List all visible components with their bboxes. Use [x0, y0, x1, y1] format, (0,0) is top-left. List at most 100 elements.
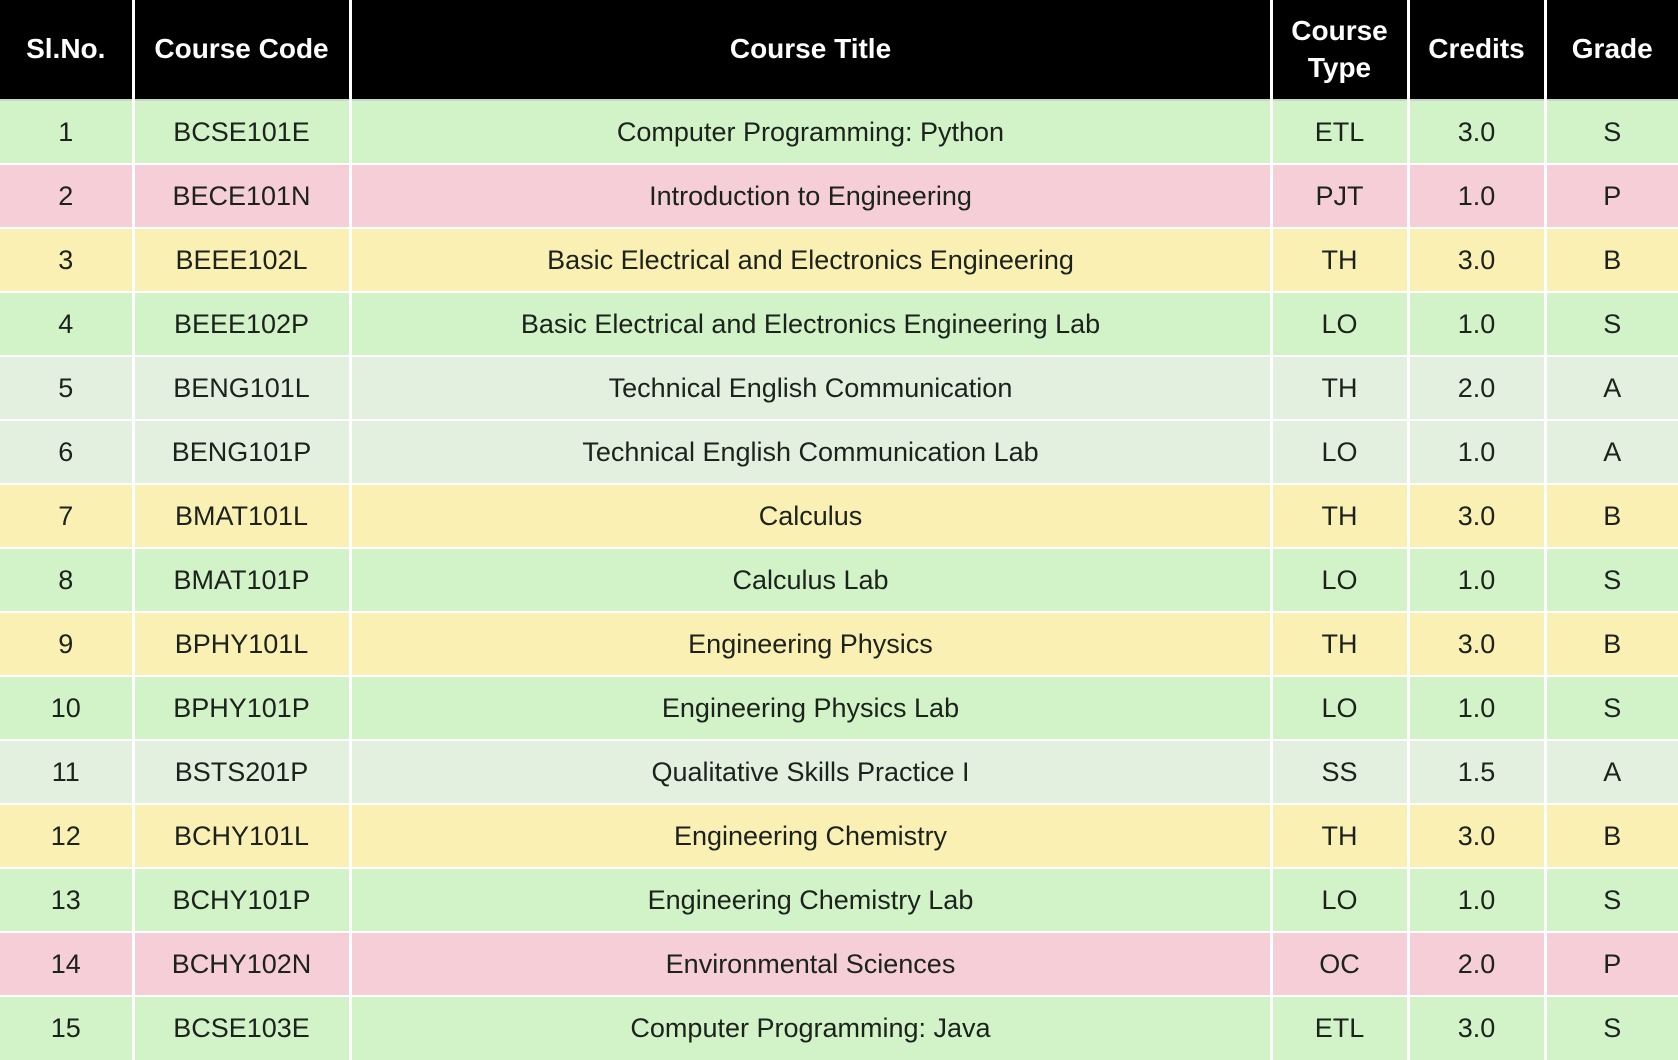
column-header-course-code: Course Code	[133, 0, 352, 101]
column-header-credits: Credits	[1408, 0, 1547, 101]
cell-course-code: BPHY101P	[133, 676, 352, 741]
cell-grade: S	[1545, 548, 1678, 613]
cell-slno: 14	[0, 932, 135, 997]
cell-grade: B	[1545, 612, 1678, 677]
cell-course-title: Engineering Chemistry	[350, 804, 1273, 869]
cell-credits: 3.0	[1408, 228, 1547, 293]
column-header-course-type: Course Type	[1271, 0, 1410, 101]
cell-slno: 13	[0, 868, 135, 933]
cell-slno: 7	[0, 484, 135, 549]
cell-course-type: TH	[1271, 612, 1410, 677]
cell-credits: 1.0	[1408, 548, 1547, 613]
cell-credits: 1.0	[1408, 164, 1547, 229]
cell-grade: A	[1545, 356, 1678, 421]
cell-course-type: TH	[1271, 356, 1410, 421]
cell-credits: 1.0	[1408, 420, 1547, 485]
cell-grade: P	[1545, 932, 1678, 997]
cell-slno: 4	[0, 292, 135, 357]
cell-course-title: Calculus Lab	[350, 548, 1273, 613]
cell-credits: 1.5	[1408, 740, 1547, 805]
cell-grade: A	[1545, 420, 1678, 485]
cell-course-code: BMAT101L	[133, 484, 352, 549]
table-row: 7 BMAT101L Calculus TH 3.0 B	[0, 484, 1678, 549]
cell-course-title: Engineering Physics	[350, 612, 1273, 677]
cell-course-type: ETL	[1271, 100, 1410, 165]
table-row: 13 BCHY101P Engineering Chemistry Lab LO 1.0…	[0, 868, 1678, 933]
cell-course-code: BENG101P	[133, 420, 352, 485]
cell-course-title: Basic Electrical and Electronics Enginee…	[350, 292, 1273, 357]
cell-grade: S	[1545, 292, 1678, 357]
cell-credits: 1.0	[1408, 292, 1547, 357]
cell-course-code: BENG101L	[133, 356, 352, 421]
cell-course-code: BCHY102N	[133, 932, 352, 997]
cell-course-type: TH	[1271, 804, 1410, 869]
cell-course-title: Calculus	[350, 484, 1273, 549]
cell-course-code: BCHY101P	[133, 868, 352, 933]
table-row: 5 BENG101L Technical English Communication…	[0, 356, 1678, 421]
cell-course-title: Environmental Sciences	[350, 932, 1273, 997]
cell-course-code: BEEE102P	[133, 292, 352, 357]
column-header-grade: Grade	[1545, 0, 1678, 101]
cell-course-title: Engineering Chemistry Lab	[350, 868, 1273, 933]
cell-course-type: LO	[1271, 676, 1410, 741]
table-row: 3 BEEE102L Basic Electrical and Electronic…	[0, 228, 1678, 293]
table-row: 12 BCHY101L Engineering Chemistry TH 3.0 B	[0, 804, 1678, 869]
cell-grade: B	[1545, 804, 1678, 869]
cell-credits: 3.0	[1408, 804, 1547, 869]
table-row: 15 BCSE103E Computer Programming: Java ETL 3…	[0, 996, 1678, 1060]
cell-grade: S	[1545, 100, 1678, 165]
table-row: 6 BENG101P Technical English Communication…	[0, 420, 1678, 485]
cell-course-title: Basic Electrical and Electronics Enginee…	[350, 228, 1273, 293]
cell-grade: S	[1545, 676, 1678, 741]
cell-credits: 2.0	[1408, 932, 1547, 997]
column-header-course-title: Course Title	[350, 0, 1273, 101]
cell-course-type: ETL	[1271, 996, 1410, 1060]
table-row: 1 BCSE101E Computer Programming: Python ETL…	[0, 100, 1678, 165]
cell-grade: B	[1545, 484, 1678, 549]
cell-credits: 3.0	[1408, 484, 1547, 549]
cell-credits: 3.0	[1408, 996, 1547, 1060]
cell-slno: 15	[0, 996, 135, 1060]
cell-course-type: LO	[1271, 868, 1410, 933]
cell-course-code: BMAT101P	[133, 548, 352, 613]
cell-slno: 6	[0, 420, 135, 485]
header-row: Sl.No. Course Code Course Title Course Type…	[0, 0, 1678, 101]
table-row: 14 BCHY102N Environmental Sciences OC 2.0 P	[0, 932, 1678, 997]
cell-course-type: LO	[1271, 548, 1410, 613]
cell-course-type: LO	[1271, 420, 1410, 485]
cell-course-title: Technical English Communication	[350, 356, 1273, 421]
cell-slno: 1	[0, 100, 135, 165]
cell-slno: 10	[0, 676, 135, 741]
cell-course-title: Technical English Communication Lab	[350, 420, 1273, 485]
cell-grade: A	[1545, 740, 1678, 805]
cell-slno: 5	[0, 356, 135, 421]
table-row: 4 BEEE102P Basic Electrical and Electronic…	[0, 292, 1678, 357]
cell-course-title: Introduction to Engineering	[350, 164, 1273, 229]
cell-course-code: BEEE102L	[133, 228, 352, 293]
cell-course-title: Qualitative Skills Practice I	[350, 740, 1273, 805]
cell-course-title: Computer Programming: Java	[350, 996, 1273, 1060]
table-row: 10 BPHY101P Engineering Physics Lab LO 1.0 S	[0, 676, 1678, 741]
cell-course-type: SS	[1271, 740, 1410, 805]
cell-course-code: BPHY101L	[133, 612, 352, 677]
table-row: 8 BMAT101P Calculus Lab LO 1.0 S	[0, 548, 1678, 613]
cell-slno: 11	[0, 740, 135, 805]
cell-grade: S	[1545, 868, 1678, 933]
cell-course-type: TH	[1271, 484, 1410, 549]
cell-course-code: BCSE103E	[133, 996, 352, 1060]
cell-credits: 2.0	[1408, 356, 1547, 421]
cell-grade: S	[1603, 1013, 1622, 1043]
cell-credits: 1.0	[1408, 676, 1547, 741]
cell-course-title: Computer Programming: Python	[350, 100, 1273, 165]
cell-slno: 12	[0, 804, 135, 869]
cell-slno: 9	[0, 612, 135, 677]
cell-credits: 1.0	[1408, 868, 1547, 933]
cell-course-code: BECE101N	[133, 164, 352, 229]
cell-course-code: BCHY101L	[133, 804, 352, 869]
column-header-slno: Sl.No.	[0, 0, 135, 101]
cell-course-title: Engineering Physics Lab	[350, 676, 1273, 741]
cell-slno: 3	[0, 228, 135, 293]
cell-slno: 2	[0, 164, 135, 229]
